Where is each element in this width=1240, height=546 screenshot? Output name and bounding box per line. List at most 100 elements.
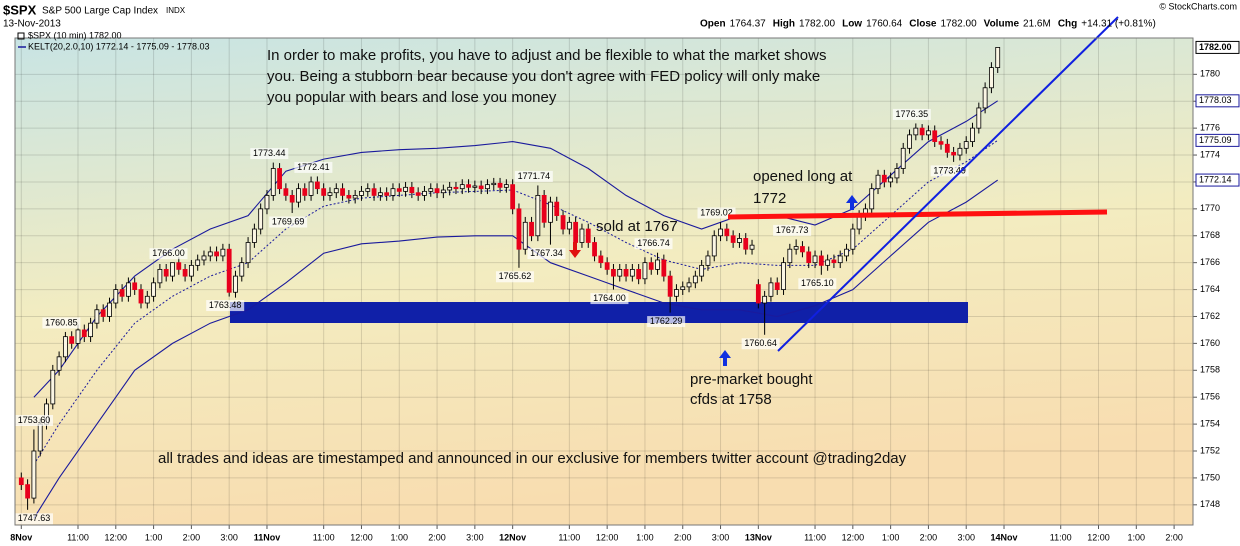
candle-body bbox=[730, 235, 736, 243]
candle-body bbox=[371, 188, 377, 196]
candle-body bbox=[50, 369, 56, 405]
candle-body bbox=[359, 190, 364, 196]
quote-value: 1760.64 bbox=[866, 19, 903, 30]
price-label: 1753.60 bbox=[18, 415, 51, 425]
candle-body bbox=[636, 268, 642, 280]
legend-entry: KELT(20,2.0,10) 1772.14 - 1775.09 - 1778… bbox=[28, 41, 209, 51]
x-tick-label: 3:00 bbox=[712, 532, 730, 542]
price-label-bg bbox=[269, 216, 308, 228]
y-tick-label: 1770 bbox=[1200, 203, 1220, 213]
price-label: 1762.29 bbox=[650, 316, 683, 326]
value-box-label: 1775.09 bbox=[1199, 135, 1232, 145]
candle-body bbox=[132, 282, 138, 290]
quote-label: Open bbox=[700, 19, 726, 30]
x-tick-label: 2:00 bbox=[183, 532, 201, 542]
price-label-bg bbox=[634, 238, 673, 250]
y-tick-label: 1754 bbox=[1200, 418, 1220, 428]
quote-label: Volume bbox=[984, 19, 1020, 30]
price-label-bg bbox=[697, 207, 736, 219]
candle-body bbox=[239, 262, 245, 277]
x-tick-label: 12:00 bbox=[842, 532, 865, 542]
candle-body bbox=[818, 255, 824, 266]
candle-body bbox=[541, 195, 547, 223]
x-tick-label: 3:00 bbox=[957, 532, 975, 542]
exchange: INDX bbox=[166, 6, 186, 15]
candle-body bbox=[251, 228, 257, 243]
note: cfds at 1758 bbox=[690, 391, 772, 408]
candle-body bbox=[56, 356, 62, 371]
index-name: S&P 500 Large Cap Index bbox=[42, 6, 158, 17]
candle-body bbox=[724, 228, 730, 237]
y-tick-label: 1748 bbox=[1200, 499, 1220, 509]
candle-body bbox=[963, 141, 969, 149]
candle-body bbox=[157, 268, 163, 284]
value-box bbox=[1195, 133, 1240, 147]
candle-body bbox=[491, 182, 497, 186]
candle-body bbox=[686, 282, 692, 288]
candle-body bbox=[837, 255, 843, 264]
y-tick-label: 1776 bbox=[1200, 123, 1220, 133]
candle-body bbox=[390, 188, 396, 196]
candle-body bbox=[661, 259, 667, 277]
candle-body bbox=[170, 262, 175, 277]
candle-body bbox=[674, 289, 679, 297]
candle-body bbox=[926, 130, 931, 136]
candle-body bbox=[699, 264, 705, 277]
y-tick-label: 1768 bbox=[1200, 230, 1220, 240]
candle-body bbox=[875, 174, 881, 190]
band-lower bbox=[33, 179, 999, 519]
plot-frame bbox=[14, 37, 1194, 526]
x-tick-label: 1:00 bbox=[391, 532, 409, 542]
quote-value: +14.31 (+0.81%) bbox=[1081, 19, 1156, 30]
quote-label: Close bbox=[909, 19, 937, 30]
candle-body bbox=[503, 184, 509, 188]
value-box bbox=[1195, 94, 1240, 108]
x-tick-label: 11:00 bbox=[558, 532, 580, 542]
candle-body bbox=[258, 208, 264, 230]
candle-body bbox=[264, 195, 270, 210]
candle-body bbox=[831, 259, 837, 264]
candle-body bbox=[296, 188, 301, 203]
y-tick-label: 1756 bbox=[1200, 392, 1220, 402]
price-label: 1769.02 bbox=[700, 207, 733, 217]
candle-body bbox=[938, 141, 944, 145]
candle-body bbox=[705, 255, 711, 266]
candle-body bbox=[806, 251, 812, 264]
x-tick-label: 2:00 bbox=[674, 532, 692, 542]
candle-body bbox=[384, 192, 390, 196]
y-tick-label: 1750 bbox=[1200, 472, 1220, 482]
candle-body bbox=[176, 262, 182, 270]
candle-body bbox=[850, 228, 856, 250]
candle-body bbox=[472, 185, 478, 188]
candle-body bbox=[100, 309, 106, 317]
candle-body bbox=[648, 262, 654, 270]
candle-body bbox=[314, 181, 320, 190]
candle-body bbox=[207, 251, 213, 257]
note: 1772 bbox=[753, 190, 786, 207]
x-tick-label: 1:00 bbox=[882, 532, 900, 542]
candle-body bbox=[409, 186, 415, 194]
candle-body bbox=[321, 188, 327, 196]
candle-body bbox=[881, 174, 887, 183]
candle-body bbox=[680, 286, 686, 290]
candle-body bbox=[907, 134, 912, 149]
candle-body bbox=[18, 477, 24, 486]
price-label-bg bbox=[42, 317, 81, 329]
candle-body bbox=[226, 248, 232, 293]
price-label: 1760.64 bbox=[744, 338, 777, 348]
price-label: 1767.73 bbox=[776, 225, 809, 235]
candle-body bbox=[598, 255, 604, 264]
candle-body bbox=[774, 282, 780, 290]
price-label: 1764.00 bbox=[593, 293, 626, 303]
symbol: $SPX bbox=[3, 2, 37, 17]
candle-body bbox=[970, 127, 975, 142]
price-label-bg bbox=[798, 278, 837, 290]
candle-body bbox=[944, 143, 950, 153]
price-label-bg bbox=[773, 224, 812, 236]
x-tick-label: 1:00 bbox=[145, 532, 163, 542]
x-tick-label: 2:00 bbox=[1165, 532, 1183, 542]
candle-body bbox=[869, 188, 875, 210]
candle-body bbox=[88, 322, 93, 338]
candle-body bbox=[982, 87, 988, 109]
